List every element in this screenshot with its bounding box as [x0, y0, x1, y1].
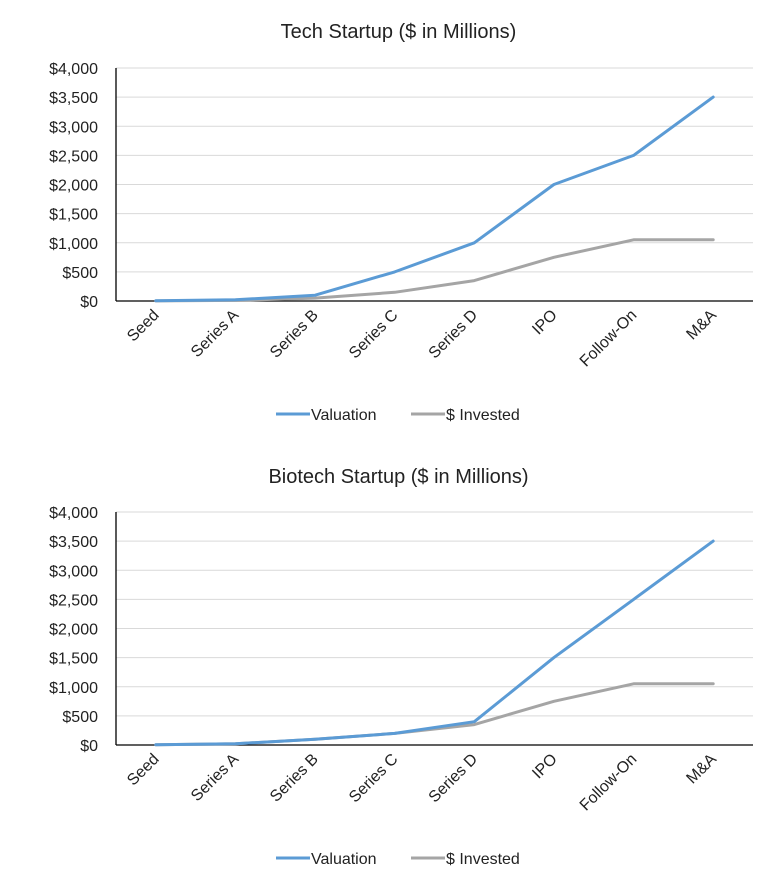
y-tick-label: $2,000	[49, 622, 98, 639]
x-tick-label: Series C	[346, 307, 401, 362]
y-tick-label: $500	[62, 265, 98, 282]
chart-tech-startup: Tech Startup ($ in Millions) $0 $500 $1,000…	[49, 21, 753, 424]
chart-title: Biotech Startup ($ in Millions)	[268, 466, 528, 488]
chart-biotech-startup: Biotech Startup ($ in Millions) $0 $500 $1,…	[49, 466, 753, 868]
legend-label: $ Invested	[446, 407, 520, 424]
x-tick-label: Follow-On	[577, 307, 641, 371]
x-tick-label: Series D	[426, 751, 481, 806]
y-tick-label: $1,500	[49, 207, 98, 224]
legend: Valuation $ Invested	[276, 851, 520, 868]
x-tick-label: IPO	[529, 751, 561, 783]
x-tick-label: Series D	[426, 307, 481, 362]
y-tick-label: $2,000	[49, 178, 98, 195]
legend-label: $ Invested	[446, 851, 520, 868]
y-tick-label: $3,000	[49, 119, 98, 136]
y-tick-label: $1,500	[49, 651, 98, 668]
y-tick-label: $3,500	[49, 90, 98, 107]
x-tick-label: Follow-On	[577, 751, 641, 815]
x-tick-label: Series C	[346, 751, 401, 806]
x-tick-label: M&A	[683, 751, 720, 788]
chart-title: Tech Startup ($ in Millions)	[281, 21, 517, 43]
y-tick-label: $1,000	[49, 680, 98, 697]
legend: Valuation $ Invested	[276, 407, 520, 424]
x-tick-label: IPO	[529, 307, 561, 339]
x-tick-label: Series B	[267, 307, 322, 362]
x-tick-label: Series A	[188, 751, 242, 805]
y-tick-label: $3,000	[49, 563, 98, 580]
series-line-invested	[154, 682, 715, 747]
x-tick-label: Seed	[124, 751, 162, 789]
x-tick-label: Series A	[188, 307, 242, 361]
y-tick-label: $2,500	[49, 148, 98, 165]
y-tick-label: $2,500	[49, 592, 98, 609]
series-line-valuation	[154, 95, 715, 303]
x-tick-label: M&A	[683, 307, 720, 344]
y-tick-label: $0	[80, 294, 98, 311]
y-tick-label: $1,000	[49, 236, 98, 253]
legend-label: Valuation	[311, 851, 377, 868]
y-tick-label: $500	[62, 709, 98, 726]
x-tick-label: Series B	[267, 751, 322, 806]
series-line-invested	[154, 238, 715, 303]
y-tick-label: $3,500	[49, 534, 98, 551]
legend-label: Valuation	[311, 407, 377, 424]
y-tick-label: $4,000	[49, 505, 98, 522]
series-line-valuation	[154, 539, 715, 747]
y-tick-label: $4,000	[49, 61, 98, 78]
x-tick-label: Seed	[124, 307, 162, 345]
y-tick-label: $0	[80, 738, 98, 755]
